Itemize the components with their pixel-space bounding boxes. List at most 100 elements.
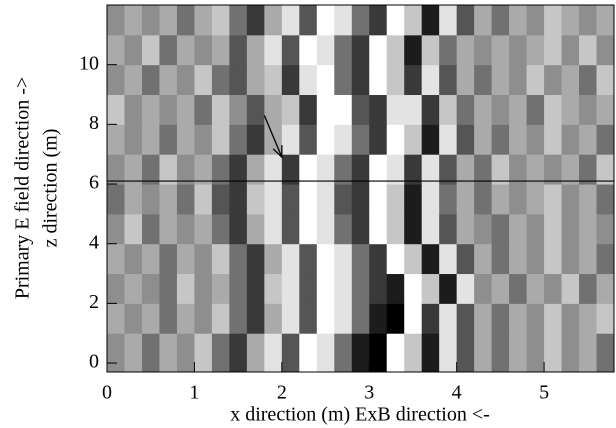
heat-cell [491,184,510,215]
heat-cell [281,34,300,66]
heat-cell [264,94,283,125]
heat-cell [107,5,125,36]
heat-cell [456,184,475,215]
heat-cell [124,5,143,36]
heat-cell [596,213,615,245]
heat-cell [194,5,213,36]
heat-cell [421,124,440,155]
heat-cell [351,273,370,304]
heat-cell [561,184,580,215]
heat-cell [299,184,318,215]
heat-cell [544,5,563,36]
heat-cell [176,243,195,275]
heat-cell [176,333,195,373]
heat-cell [439,34,458,66]
heat-cell [596,333,615,373]
heat-cell [404,213,423,245]
heat-cell [334,213,353,245]
heat-cell [124,273,143,304]
heat-cell [316,273,335,304]
heat-cell [544,124,563,155]
heat-cell [439,333,458,373]
heat-cell [561,34,580,66]
heat-cell [561,5,580,36]
heat-cell [264,5,283,36]
heat-cell [229,184,248,215]
heat-cell [351,213,370,245]
heat-cell [229,124,248,155]
heat-cell [404,154,423,185]
heat-cell [421,5,440,36]
heat-cell [211,34,230,66]
heat-cell [351,5,370,36]
heat-cell [229,273,248,304]
heat-cell [229,213,248,245]
heat-cell [351,124,370,155]
heat-cell [596,34,615,66]
heat-cell [491,34,510,66]
heat-cell [404,273,423,304]
heat-cell [579,64,598,96]
heat-cell [421,213,440,245]
heat-cell [491,273,510,304]
heat-cell [334,184,353,215]
heat-cell [141,34,160,66]
y-tick-label: 8 [89,112,99,134]
heat-cell [281,184,300,215]
heat-cell [456,5,475,36]
heat-cell [246,303,265,334]
heat-cell [579,213,598,245]
y-axis-label: z direction (m) [40,129,62,248]
heat-cell [194,64,213,96]
heat-cell [421,154,440,185]
heat-cell [246,94,265,125]
heat-cell [299,64,318,96]
heat-cell [141,64,160,96]
x-tick-label: 4 [452,382,462,404]
heat-cell [351,184,370,215]
heat-cell [351,94,370,125]
heat-cell [386,243,405,275]
heat-cell [456,64,475,96]
heat-cell [281,243,300,275]
heat-cell [404,184,423,215]
heat-cell [124,34,143,66]
heatmap [107,5,615,373]
heat-cell [194,124,213,155]
heat-cell [107,34,125,66]
heat-cell [456,124,475,155]
heat-cell [194,184,213,215]
heat-cell [526,213,545,245]
heat-cell [544,94,563,125]
heat-cell [369,184,388,215]
heat-cell [107,154,125,185]
heat-cell [141,154,160,185]
heat-cell [211,273,230,304]
heat-cell [299,124,318,155]
heat-cell [316,124,335,155]
heat-cell [194,34,213,66]
heat-cell [386,64,405,96]
heat-cell [124,213,143,245]
heat-cell [176,273,195,304]
heat-cell [509,303,528,334]
heat-cell [491,333,510,373]
heat-cell [509,5,528,36]
heat-cell [596,273,615,304]
heat-cell [194,273,213,304]
heat-cell [107,273,125,304]
heat-cell [579,5,598,36]
x-tick-label: 2 [277,382,287,404]
heat-cell [439,243,458,275]
heat-cell [211,5,230,36]
heat-cell [561,124,580,155]
heat-cell [474,124,493,155]
heat-cell [456,213,475,245]
heat-cell [509,34,528,66]
heat-cell [351,34,370,66]
heat-cell [439,213,458,245]
heat-cell [439,184,458,215]
heat-cell [264,243,283,275]
heat-cell [386,5,405,36]
heat-cell [509,124,528,155]
